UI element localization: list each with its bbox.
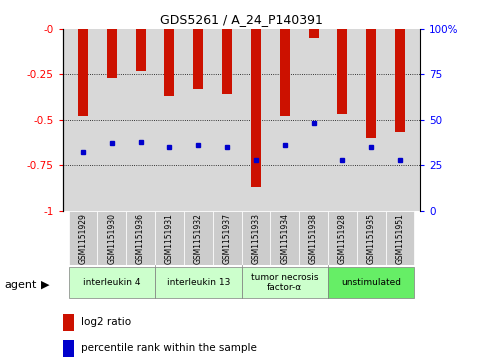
Text: GSM1151933: GSM1151933 (252, 213, 260, 264)
Bar (69, 211, 98, 265)
Text: agent: agent (5, 280, 37, 290)
Text: GSM1151934: GSM1151934 (280, 213, 289, 264)
Bar (155, 211, 184, 265)
Bar (136, 29, 146, 71)
Bar (164, 29, 174, 96)
Bar (385, 211, 414, 265)
Text: GSM1151951: GSM1151951 (396, 213, 405, 264)
Text: GSM1151928: GSM1151928 (338, 213, 347, 264)
Bar (328, 211, 357, 265)
Bar (63, 314, 73, 331)
Bar (251, 29, 261, 187)
Bar (213, 211, 242, 265)
Bar (242, 211, 270, 265)
Text: GSM1151936: GSM1151936 (136, 213, 145, 264)
Text: log2 ratio: log2 ratio (81, 317, 131, 327)
Bar (107, 29, 117, 78)
Text: GSM1151930: GSM1151930 (107, 213, 116, 264)
Text: GSM1151938: GSM1151938 (309, 213, 318, 264)
Text: unstimulated: unstimulated (341, 278, 401, 287)
Text: GSM1151937: GSM1151937 (223, 213, 231, 264)
Bar (337, 29, 347, 114)
Text: interleukin 13: interleukin 13 (167, 278, 230, 287)
Text: percentile rank within the sample: percentile rank within the sample (81, 343, 256, 354)
Text: GSM1151929: GSM1151929 (78, 213, 87, 264)
Bar (193, 29, 203, 89)
Text: GSM1151931: GSM1151931 (165, 213, 174, 264)
Bar (242, 267, 328, 298)
Title: GDS5261 / A_24_P140391: GDS5261 / A_24_P140391 (160, 13, 323, 26)
Bar (155, 267, 242, 298)
Bar (280, 29, 290, 116)
Bar (63, 340, 73, 357)
Bar (328, 267, 414, 298)
Text: GSM1151935: GSM1151935 (367, 213, 376, 264)
Bar (126, 211, 155, 265)
Text: tumor necrosis
factor-α: tumor necrosis factor-α (251, 273, 318, 292)
Bar (395, 29, 405, 132)
Bar (78, 29, 88, 116)
Bar (357, 211, 385, 265)
Bar (366, 29, 376, 138)
Bar (98, 211, 126, 265)
Bar (270, 211, 299, 265)
Bar (309, 29, 319, 38)
Bar (184, 211, 213, 265)
Text: ▶: ▶ (41, 280, 50, 290)
Bar (222, 29, 232, 94)
Bar (69, 267, 155, 298)
Text: interleukin 4: interleukin 4 (83, 278, 141, 287)
Bar (299, 211, 328, 265)
Text: GSM1151932: GSM1151932 (194, 213, 203, 264)
